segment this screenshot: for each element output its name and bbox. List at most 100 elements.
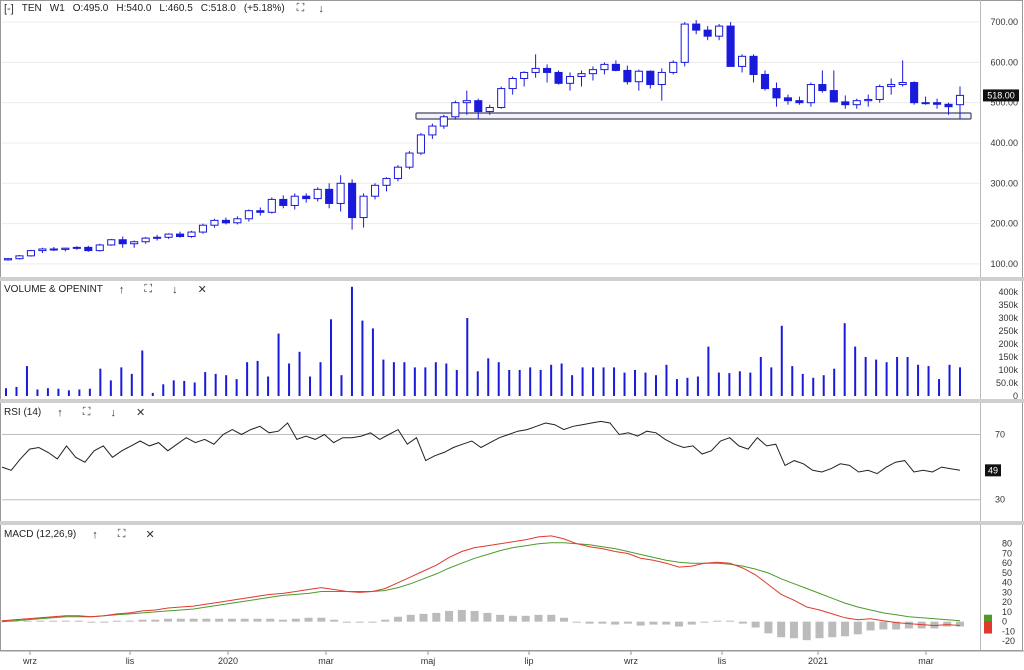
panel-splitter	[0, 277, 1024, 281]
macd-histogram-bar	[317, 617, 326, 622]
volume-bar	[78, 389, 81, 396]
symbol-label: TEN	[21, 3, 42, 14]
volume-bar	[550, 364, 553, 396]
macd-tick-label: 0	[1002, 617, 1007, 627]
macd-histogram-bar	[393, 616, 402, 622]
x-tick-label: lis	[718, 656, 727, 666]
volume-bar	[298, 351, 301, 396]
candle	[543, 67, 552, 73]
arrow-down-icon[interactable]: ↓	[110, 406, 116, 419]
candle	[141, 237, 150, 243]
price-tick-label: 300.00	[990, 178, 1018, 188]
volume-bar	[99, 368, 102, 396]
arrow-up-icon[interactable]: ↑	[118, 283, 125, 296]
macd-histogram-bar	[74, 620, 83, 622]
panel-border	[0, 524, 1023, 651]
rsi-tick-label: 70	[995, 429, 1005, 439]
candle	[565, 75, 575, 84]
expand-icon[interactable]: ⛶	[82, 406, 91, 418]
volume-bar	[193, 382, 196, 396]
open-value: O:495.0	[72, 3, 109, 14]
candle	[256, 210, 265, 213]
candle	[462, 100, 471, 104]
macd-histogram-bar	[240, 618, 249, 622]
panel-border	[0, 0, 1023, 279]
macd-histogram-bar	[508, 615, 517, 622]
candle	[233, 218, 242, 224]
macd-histogram-bar	[227, 618, 236, 622]
candle	[749, 55, 758, 75]
candle	[485, 107, 494, 113]
candle	[634, 70, 643, 83]
macd-histogram-bar	[879, 621, 888, 630]
expand-icon[interactable]: ⛶	[117, 528, 126, 540]
volume-tick-label: 300k	[998, 313, 1018, 323]
candle	[313, 188, 322, 200]
volume-bar	[759, 357, 762, 396]
volume-bar	[770, 367, 773, 396]
volume-bar	[256, 360, 259, 396]
close-icon[interactable]: ✕	[197, 284, 207, 296]
volume-bar	[46, 388, 49, 396]
candle	[875, 86, 884, 100]
macd-histogram-bar	[23, 620, 32, 622]
price-tick-label: 400.00	[990, 138, 1018, 148]
volume-bar	[822, 375, 825, 396]
macd-histogram-bar	[751, 621, 760, 628]
arrow-down-icon[interactable]: ↓	[318, 2, 324, 15]
candle	[944, 103, 953, 108]
macd-histogram-bar	[176, 618, 185, 622]
macd-histogram-bar	[189, 618, 198, 622]
macd-histogram-bar	[202, 618, 211, 622]
last-price-label: 518.00	[987, 90, 1015, 100]
close-icon[interactable]: ✕	[135, 407, 146, 419]
macd-histogram-bar	[662, 621, 671, 625]
volume-bar	[141, 350, 144, 396]
macd-tick-label: -20	[1002, 636, 1015, 646]
rsi-title: RSI (14)	[4, 407, 42, 418]
volume-bar	[214, 373, 217, 396]
volume-bar	[854, 346, 857, 396]
macd-histogram-bar	[636, 621, 645, 626]
macd-histogram-bar	[802, 621, 811, 641]
macd-tick-label: -10	[1002, 626, 1015, 636]
arrow-up-icon[interactable]: ↑	[57, 406, 63, 419]
rsi-header: RSI (14) ↑ ⛶ ↓ ✕	[4, 406, 153, 419]
volume-bar	[518, 370, 521, 396]
macd-histogram-bar	[777, 621, 786, 638]
volume-bar	[539, 370, 542, 396]
volume-bar	[613, 367, 616, 396]
candle	[221, 219, 230, 224]
panel-splitter	[0, 399, 1024, 403]
macd-histogram-bar	[713, 620, 722, 622]
candle	[382, 177, 391, 186]
volume-bar	[350, 286, 353, 396]
volume-bar	[812, 377, 815, 396]
volume-bar	[120, 367, 123, 396]
volume-bar	[560, 363, 563, 396]
macd-histogram-bar	[406, 614, 415, 622]
x-tick-label: 2021	[808, 656, 828, 666]
x-tick-label: mar	[318, 656, 334, 666]
volume-bar	[183, 380, 186, 396]
macd-title: MACD (12,26,9)	[4, 529, 77, 540]
panel-border	[0, 280, 1023, 401]
candle	[302, 195, 311, 200]
volume-bar	[592, 367, 595, 396]
collapse-button[interactable]: [-]	[4, 2, 14, 15]
candle	[611, 63, 620, 71]
arrow-up-icon[interactable]: ↑	[92, 528, 98, 541]
arrow-down-icon[interactable]: ↓	[172, 283, 178, 296]
volume-bar	[151, 392, 154, 396]
macd-histogram-bar	[764, 621, 773, 634]
expand-icon[interactable]: ⛶	[296, 2, 305, 14]
macd-histogram-bar	[892, 621, 901, 630]
candle	[531, 67, 540, 73]
candle	[72, 246, 81, 249]
x-tick-label: wrz	[22, 656, 37, 666]
close-icon[interactable]: ✕	[145, 529, 155, 541]
candle	[359, 195, 368, 219]
volume-bar	[728, 373, 731, 396]
expand-icon[interactable]: ⛶	[144, 283, 153, 295]
